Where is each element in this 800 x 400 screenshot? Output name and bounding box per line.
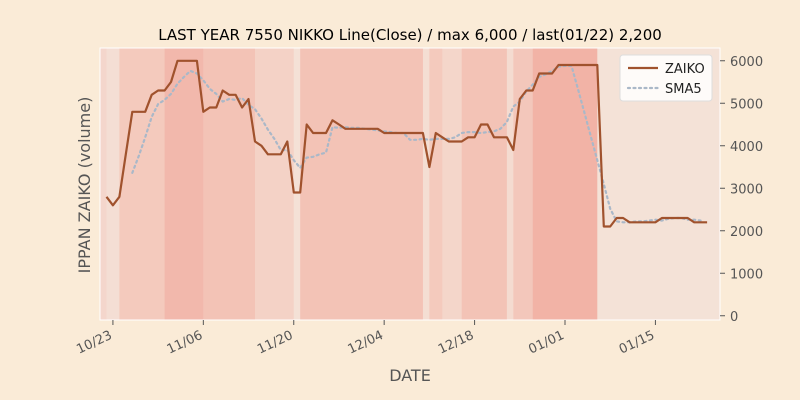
- y-axis-label: IPPAN ZAIKO (volume): [75, 97, 94, 274]
- y-tick-label: 5000: [730, 97, 763, 112]
- shaded-band: [119, 48, 165, 320]
- chart-title: LAST YEAR 7550 NIKKO Line(Close) / max 6…: [158, 26, 662, 44]
- shaded-band: [300, 48, 423, 320]
- series-line-zaiko: [105, 59, 708, 228]
- series-line-sma5: [131, 64, 702, 224]
- plot-background: [100, 48, 720, 320]
- shaded-band: [442, 48, 462, 320]
- y-tick-label: 0: [730, 310, 738, 325]
- legend-label-zaiko: ZAIKO: [665, 62, 705, 77]
- series-lines: [105, 59, 708, 228]
- shaded-band: [532, 48, 598, 320]
- x-axis-label: DATE: [389, 366, 431, 385]
- plot-frame: [99, 47, 721, 321]
- shaded-band: [429, 48, 443, 320]
- y-tick-label: 3000: [730, 182, 763, 197]
- shaded-band: [293, 48, 301, 320]
- legend: ZAIKO SMA5: [619, 54, 713, 102]
- shaded-band: [255, 48, 294, 320]
- shaded-band: [100, 48, 107, 320]
- shaded-band: [203, 48, 255, 320]
- shaded-band: [461, 48, 507, 320]
- shaded-band: [106, 48, 120, 320]
- shaded-band: [164, 48, 204, 320]
- shaded-band: [506, 48, 514, 320]
- y-tick-label: 1000: [730, 267, 763, 282]
- shaded-band: [422, 48, 430, 320]
- y-tick-label: 2000: [730, 225, 763, 240]
- legend-box: [619, 54, 713, 102]
- legend-label-sma5: SMA5: [665, 82, 702, 97]
- y-tick-label: 4000: [730, 140, 763, 155]
- y-tick-label: 6000: [730, 55, 763, 70]
